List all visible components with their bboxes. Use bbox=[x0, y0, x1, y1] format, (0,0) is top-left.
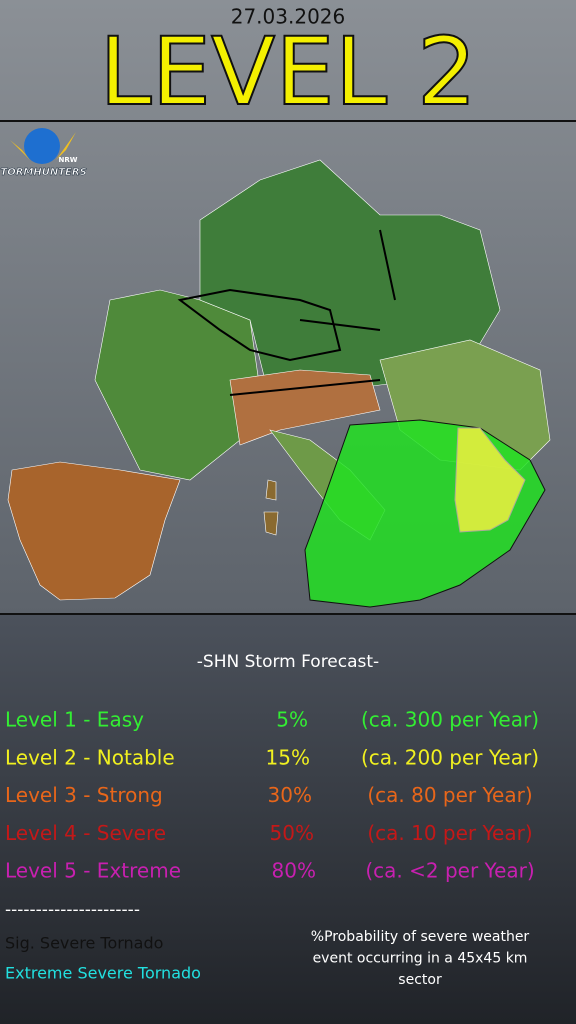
level-probability: 5% bbox=[276, 708, 308, 732]
note-line: %Probability of severe weather bbox=[311, 929, 530, 945]
level-probability: 80% bbox=[272, 859, 316, 883]
logo: STORMHUNTERS NRW bbox=[0, 128, 87, 178]
level-frequency: (ca. 10 per Year) bbox=[367, 821, 532, 845]
level-frequency: (ca. 200 per Year) bbox=[361, 745, 539, 769]
map bbox=[7, 159, 551, 601]
level-probability: 30% bbox=[268, 783, 312, 807]
note-line: event occurring in a 45x45 km bbox=[313, 951, 528, 967]
level-title: LEVEL 2 bbox=[99, 18, 477, 127]
divider-text: ---------------------- bbox=[5, 900, 140, 920]
level-name: Level 4 - Severe bbox=[5, 821, 166, 845]
level-probability: 15% bbox=[266, 745, 310, 769]
level-frequency: (ca. <2 per Year) bbox=[365, 859, 534, 883]
legend-title: -SHN Storm Forecast- bbox=[197, 652, 379, 672]
background-bottom bbox=[0, 614, 576, 1024]
note: %Probability of severe weather event occu… bbox=[311, 929, 530, 988]
level-frequency: (ca. 300 per Year) bbox=[361, 708, 539, 732]
level-name: Level 3 - Strong bbox=[5, 783, 163, 807]
risk-area-level-2 bbox=[454, 427, 526, 533]
logo-region: NRW bbox=[59, 156, 78, 164]
tornado-sig: Sig. Severe Tornado bbox=[5, 934, 163, 953]
level-probability: 50% bbox=[270, 821, 314, 845]
logo-text: STORMHUNTERS bbox=[0, 167, 87, 178]
level-name: Level 1 - Easy bbox=[5, 708, 144, 732]
legend-rows: Level 1 - Easy 5% (ca. 300 per Year) Level … bbox=[5, 708, 539, 883]
level-name: Level 5 - Extreme bbox=[5, 859, 181, 883]
note-line: sector bbox=[398, 972, 442, 988]
level-name: Level 2 - Notable bbox=[5, 745, 175, 769]
date: 27.03.2026 bbox=[231, 5, 346, 29]
tornado-extreme: Extreme Severe Tornado bbox=[5, 964, 201, 983]
level-frequency: (ca. 80 per Year) bbox=[367, 783, 532, 807]
